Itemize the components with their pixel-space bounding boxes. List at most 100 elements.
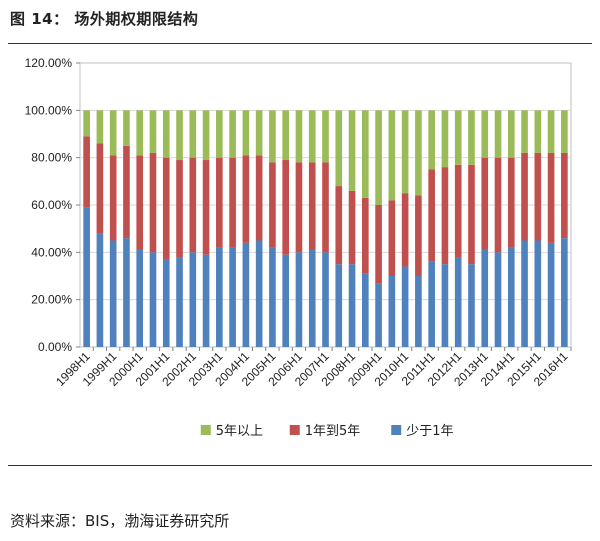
y-tick-label: 20.00% — [31, 293, 72, 307]
bar-segment-y1_to_5y — [534, 152, 542, 241]
bar-segment-y1_to_5y — [202, 160, 210, 255]
y-tick-label: 100.00% — [25, 103, 73, 117]
bar-segment-y1_to_5y — [136, 155, 144, 250]
bar-segment-y1_to_5y — [149, 152, 157, 253]
figure-title: 图 14： 场外期权期限结构 — [10, 8, 198, 29]
bar-segment-y1_to_5y — [561, 152, 568, 239]
bar-segment-over_5y — [401, 110, 409, 194]
bar-segment-over_5y — [428, 110, 435, 170]
bar-segment-y1_to_5y — [295, 162, 303, 253]
bar-segment-under_1y — [468, 264, 475, 347]
bar-segment-under_1y — [83, 207, 90, 347]
bar-segment-over_5y — [295, 110, 303, 163]
bar-segment-y1_to_5y — [494, 157, 502, 253]
y-tick-label: 120.00% — [25, 56, 73, 70]
bar-segment-under_1y — [149, 252, 157, 347]
bar-segment-under_1y — [547, 242, 555, 347]
bar-segment-under_1y — [454, 257, 462, 347]
bar-segment-y1_to_5y — [388, 200, 396, 276]
bar-segment-y1_to_5y — [242, 155, 250, 243]
bar-segment-under_1y — [375, 283, 382, 347]
bar-segment-under_1y — [229, 247, 236, 347]
bar-segment-over_5y — [229, 110, 236, 158]
bar-segment-y1_to_5y — [468, 164, 475, 265]
stacked-bar-chart: 0.00% 20.00% 40.00% 60.00% 80.00% 100.00% 120.… — [25, 56, 572, 439]
bar-segment-under_1y — [176, 257, 183, 347]
bar-segment-y1_to_5y — [255, 155, 263, 241]
legend-label-over_5y: 5年以上 — [216, 424, 263, 439]
bar-segment-under_1y — [109, 240, 117, 347]
bar-segment-over_5y — [96, 110, 104, 144]
bar-segment-y1_to_5y — [361, 197, 369, 274]
bar-segment-over_5y — [162, 110, 170, 158]
bar-segment-over_5y — [361, 110, 369, 198]
bar-segment-over_5y — [375, 110, 382, 205]
bar-segment-under_1y — [441, 264, 449, 347]
y-tick-label: 80.00% — [31, 151, 72, 165]
bar-segment-under_1y — [561, 238, 568, 347]
bar-segment-over_5y — [335, 110, 343, 187]
bar-segment-y1_to_5y — [322, 162, 329, 253]
bar-segment-over_5y — [149, 110, 157, 153]
bar-segment-y1_to_5y — [109, 155, 117, 241]
bar-segment-y1_to_5y — [269, 162, 276, 248]
bar-segment-under_1y — [189, 252, 197, 347]
y-tick-label: 60.00% — [31, 198, 72, 212]
bar-segment-over_5y — [388, 110, 396, 201]
legend-label-under_1y: 少于1年 — [406, 424, 453, 439]
bar-segment-y1_to_5y — [216, 157, 223, 248]
bar-segment-over_5y — [189, 110, 197, 158]
bar-segment-over_5y — [242, 110, 250, 156]
bar-segment-under_1y — [534, 240, 542, 347]
bar-segment-y1_to_5y — [282, 160, 290, 255]
bar-segment-under_1y — [428, 261, 435, 347]
bar-segment-over_5y — [534, 110, 542, 153]
bar-segment-over_5y — [308, 110, 316, 163]
bar-segment-under_1y — [335, 264, 343, 347]
bar-segment-under_1y — [162, 259, 170, 347]
bar-segment-y1_to_5y — [547, 152, 555, 243]
legend-swatch-over_5y — [200, 425, 211, 435]
bar-segment-under_1y — [361, 273, 369, 347]
bar-segment-under_1y — [202, 254, 210, 347]
bar-segment-over_5y — [521, 110, 528, 153]
bar-segment-y1_to_5y — [189, 157, 197, 253]
bar-segment-y1_to_5y — [229, 157, 236, 248]
bar-segment-over_5y — [269, 110, 276, 163]
bar-segment-under_1y — [494, 252, 502, 347]
bar-segment-y1_to_5y — [428, 169, 435, 262]
bar-segment-under_1y — [242, 242, 250, 347]
bar-segment-under_1y — [521, 240, 528, 347]
bar-segment-y1_to_5y — [335, 186, 343, 265]
bar-segment-under_1y — [507, 247, 515, 347]
bar-segment-over_5y — [123, 110, 130, 146]
bar-segment-over_5y — [454, 110, 462, 165]
bar-segment-y1_to_5y — [507, 157, 515, 248]
bar-segment-y1_to_5y — [123, 145, 130, 239]
bar-segment-over_5y — [216, 110, 223, 158]
bar-segment-under_1y — [295, 252, 303, 347]
bar-segment-over_5y — [282, 110, 290, 161]
bar-segment-over_5y — [136, 110, 144, 156]
bar-segment-over_5y — [441, 110, 449, 168]
bar-segment-y1_to_5y — [375, 205, 382, 284]
legend-swatch-under_1y — [391, 425, 402, 435]
bar-segment-over_5y — [561, 110, 568, 153]
source-note: 资料来源：BIS，渤海证券研究所 — [10, 512, 230, 530]
bar-segment-over_5y — [507, 110, 515, 158]
bar-segment-under_1y — [481, 249, 489, 347]
bar-segment-over_5y — [109, 110, 117, 156]
bar-segment-y1_to_5y — [481, 157, 489, 250]
bar-segment-under_1y — [348, 264, 356, 347]
bar-segment-y1_to_5y — [348, 190, 356, 265]
bar-segment-under_1y — [136, 249, 144, 347]
bar-segment-over_5y — [202, 110, 210, 161]
legend-swatch-y1_to_5y — [289, 425, 300, 435]
bar-segment-y1_to_5y — [415, 195, 422, 276]
bar-segment-over_5y — [348, 110, 356, 191]
y-tick-label: 0.00% — [38, 340, 72, 354]
bar-segment-under_1y — [96, 233, 104, 347]
bar-segment-over_5y — [176, 110, 183, 161]
bar-segment-under_1y — [308, 249, 316, 347]
bar-segment-over_5y — [322, 110, 329, 163]
